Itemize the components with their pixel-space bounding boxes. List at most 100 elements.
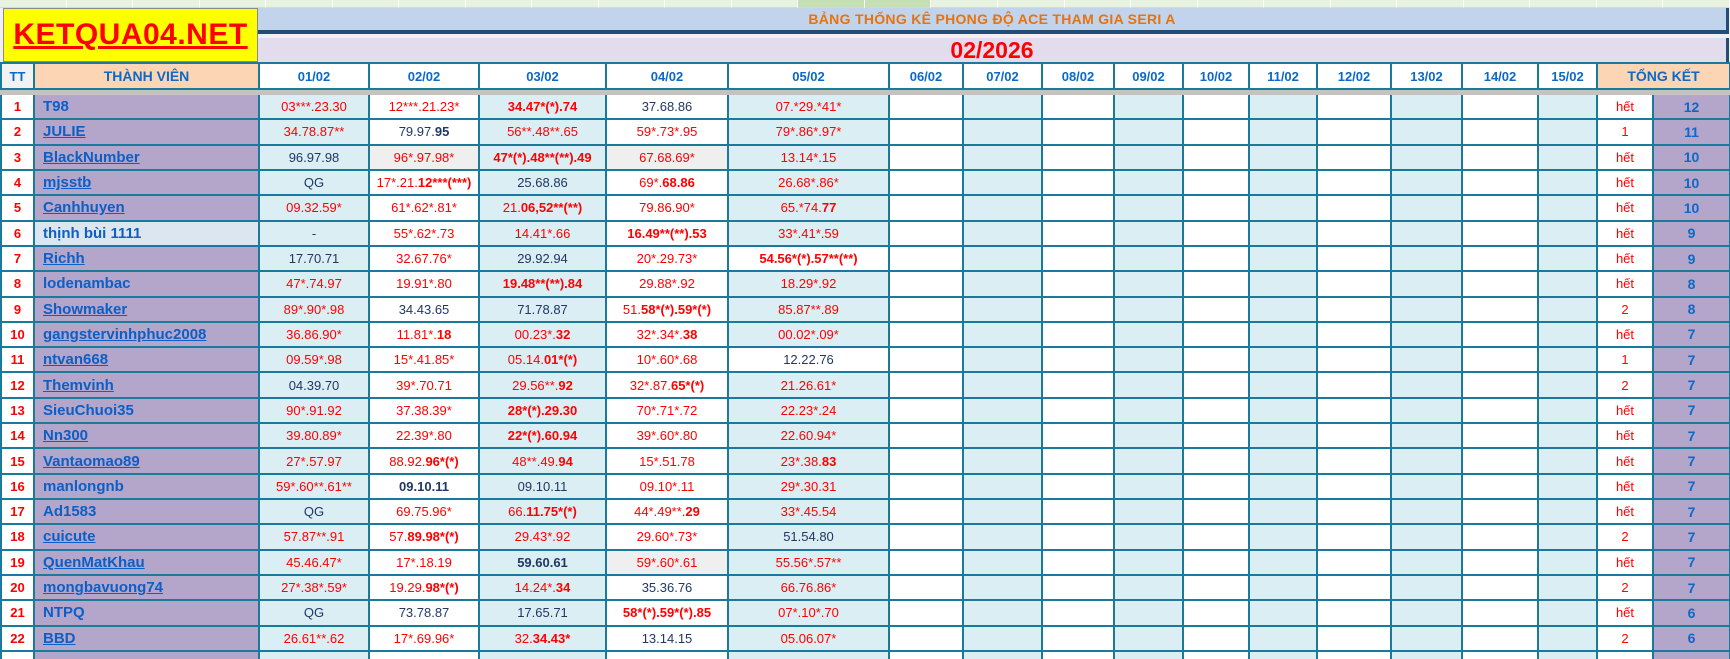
day-cell: [1043, 221, 1115, 247]
member-name-link[interactable]: Vantaomao89: [43, 452, 140, 470]
het-cell: hết: [1598, 474, 1654, 500]
day-cell: [1115, 95, 1184, 121]
day-cell: [1184, 575, 1250, 602]
column-header-tt: TT: [2, 64, 35, 90]
day-cell: [1184, 348, 1250, 374]
day-cell: 73.78.87: [370, 601, 480, 627]
member-name-link[interactable]: Richh: [43, 250, 85, 268]
day-cell: 32. 34.43*: [480, 626, 607, 652]
day-cell: [1392, 626, 1463, 652]
day-cell: 28*(*).29.30: [480, 398, 607, 425]
day-cell: [1115, 373, 1184, 399]
member-name-link[interactable]: NTPQ: [43, 604, 85, 622]
tt-cell: 14: [2, 424, 35, 450]
member-name-cell: mongbavuong74: [35, 575, 260, 602]
member-name-link[interactable]: mongbavuong74: [43, 579, 164, 597]
day-cell: 15*.41.85*: [370, 348, 480, 374]
member-name-link[interactable]: SieuChuoi35: [43, 401, 134, 419]
het-cell: 2: [1598, 373, 1654, 399]
total-cell: 7: [1654, 575, 1730, 602]
day-cell: [1250, 373, 1318, 399]
day-cell: [1463, 449, 1539, 475]
day-cell: 22.39*.80: [370, 424, 480, 450]
day-cell: [1539, 221, 1598, 247]
member-name-cell: [35, 651, 260, 659]
total-cell: 10: [1654, 145, 1730, 171]
member-name-link[interactable]: Showmaker: [43, 300, 128, 318]
day-cell: [1318, 95, 1392, 121]
day-cell: [1250, 348, 1318, 374]
member-name-link[interactable]: lodenambac: [43, 275, 131, 293]
member-name-link[interactable]: Ad1583: [43, 503, 97, 521]
column-header-date: 11/02: [1250, 64, 1318, 90]
member-name-link[interactable]: Canhhuyen: [43, 199, 125, 217]
member-name-link[interactable]: JULIE: [43, 123, 86, 141]
member-name-cell: ntvan668: [35, 348, 260, 374]
day-cell: [890, 525, 964, 551]
member-name-cell: SieuChuoi35: [35, 398, 260, 425]
day-cell: 11.81*. 18: [370, 322, 480, 349]
day-cell: [964, 297, 1043, 323]
member-name-link[interactable]: Nn300: [43, 427, 89, 445]
day-cell: [1250, 601, 1318, 627]
day-cell: [1043, 449, 1115, 475]
day-cell: [1318, 221, 1392, 247]
column-header-date: 01/02: [260, 64, 370, 90]
column-header-date: 08/02: [1043, 64, 1115, 90]
day-cell: [1392, 575, 1463, 602]
day-cell: [1250, 424, 1318, 450]
member-name-link[interactable]: manlongnb: [43, 477, 124, 495]
day-cell: [1392, 297, 1463, 323]
day-cell: [964, 348, 1043, 374]
day-cell: 37.68.86: [607, 95, 729, 121]
total-cell: 8: [1654, 272, 1730, 298]
day-cell: [1392, 500, 1463, 526]
day-cell: [1318, 525, 1392, 551]
day-cell: [1318, 373, 1392, 399]
member-name-link[interactable]: T98: [43, 98, 69, 116]
day-cell: 15*.51.78: [607, 449, 729, 475]
day-cell: [1043, 550, 1115, 576]
day-cell: [890, 575, 964, 602]
member-name-link[interactable]: gangstervinhphuc2008: [43, 325, 207, 343]
tt-cell: 2: [2, 120, 35, 146]
day-cell: 67.68.69*: [607, 145, 729, 171]
spreadsheet-cell: [1330, 0, 1398, 8]
day-cell: 25.68.86: [480, 170, 607, 197]
member-name-link[interactable]: QuenMatKhau: [43, 553, 145, 571]
day-cell: 09.32.59*: [260, 196, 370, 222]
day-cell: [1392, 550, 1463, 576]
member-name-link[interactable]: BlackNumber: [43, 148, 140, 166]
day-cell: [890, 348, 964, 374]
day-cell: 22*(*).60.94: [480, 424, 607, 450]
member-name-link[interactable]: cuicute: [43, 528, 96, 546]
day-cell: [964, 95, 1043, 121]
member-name-link[interactable]: mjsstb: [43, 174, 92, 192]
total-cell: 9: [1654, 246, 1730, 273]
het-cell: hết: [1598, 398, 1654, 425]
het-cell: hết: [1598, 322, 1654, 349]
member-name-link[interactable]: thịnh bùi 1111: [43, 224, 142, 242]
day-cell: [1318, 120, 1392, 146]
day-cell: 09.59*.98: [260, 348, 370, 374]
day-cell: [260, 651, 370, 659]
column-header-member: THÀNH VIÊN: [35, 64, 260, 90]
day-cell: [1392, 449, 1463, 475]
member-name-link[interactable]: BBD: [43, 629, 76, 647]
day-cell: [890, 246, 964, 273]
day-cell: [1250, 221, 1318, 247]
day-cell: [1250, 95, 1318, 121]
day-cell: [1250, 651, 1318, 659]
day-cell: [1463, 651, 1539, 659]
day-cell: [1184, 525, 1250, 551]
day-cell: [1115, 601, 1184, 627]
day-cell: 17*.21. 12***(***): [370, 170, 480, 197]
spreadsheet-cell: [332, 0, 400, 8]
site-logo-link[interactable]: KETQUA04.NET: [3, 8, 258, 62]
total-cell: 6: [1654, 626, 1730, 652]
table-title: BẢNG THỐNG KÊ PHONG ĐỘ ACE THAM GIA SERI…: [808, 11, 1176, 27]
day-cell: [1043, 272, 1115, 298]
member-name-link[interactable]: ntvan668: [43, 351, 109, 369]
member-name-link[interactable]: Themvinh: [43, 376, 114, 394]
day-cell: 13.14*.15: [729, 145, 890, 171]
